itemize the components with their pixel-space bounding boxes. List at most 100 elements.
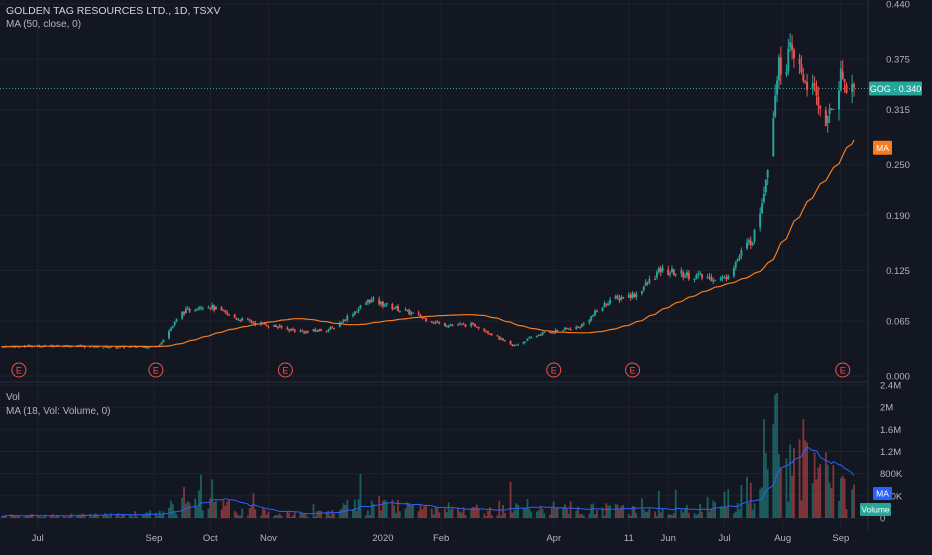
price-tick-label: 0.375 xyxy=(886,54,910,65)
volume-bar xyxy=(616,504,619,518)
candle-body xyxy=(813,83,816,86)
candle-body xyxy=(312,329,315,332)
candle-body xyxy=(826,115,829,124)
volume-bar xyxy=(333,513,336,518)
price-tick-label: 0.000 xyxy=(886,372,910,383)
volume-bar xyxy=(128,515,131,518)
candle-body xyxy=(620,297,623,300)
volume-bar xyxy=(123,514,125,518)
volume-bar xyxy=(460,512,463,518)
volume-bar xyxy=(671,515,673,518)
candle-body xyxy=(579,326,581,329)
volume-bar xyxy=(753,503,756,518)
candle-body xyxy=(168,330,171,339)
volume-bar xyxy=(79,514,82,518)
volume-ma-legend[interactable]: MA (18, Vol: Volume, 0) xyxy=(6,406,111,417)
candle-body xyxy=(687,272,690,280)
candle-body xyxy=(646,282,649,284)
volume-bar xyxy=(695,515,698,518)
candle-body xyxy=(184,308,187,314)
volume-legend[interactable]: Vol xyxy=(6,392,20,403)
volume-bar xyxy=(620,506,623,518)
volume-bar xyxy=(793,448,795,518)
volume-bar xyxy=(260,515,262,518)
candle-body xyxy=(406,309,409,311)
volume-bar xyxy=(425,505,428,518)
volume-bar xyxy=(851,489,854,518)
volume-bar xyxy=(44,514,47,518)
volume-bar xyxy=(659,512,662,518)
time-axis[interactable]: Jul Sep Oct Nov 2020 Feb Apr 11 Jun Jul Aug Sep xyxy=(32,533,850,544)
candle-body xyxy=(567,328,570,330)
candle-body xyxy=(410,312,413,315)
last-price-badge-label: GOG · 0.340 xyxy=(870,84,922,94)
volume-bar xyxy=(779,467,782,518)
candle-body xyxy=(173,321,176,325)
price-axis[interactable]: 0.440 0.375 0.315 0.250 0.190 0.125 0.065 0.000 xyxy=(886,0,910,383)
volume-bar xyxy=(747,503,750,518)
volume-bar xyxy=(791,475,793,518)
volume-bar xyxy=(68,515,71,518)
volume-bar xyxy=(798,439,801,518)
volume-bar xyxy=(200,474,202,518)
candle-body xyxy=(789,42,792,48)
volume-bar xyxy=(184,503,187,518)
symbol-title[interactable]: GOLDEN TAG RESOURCES LTD., 1D, TSXV xyxy=(6,5,221,17)
volume-bar xyxy=(246,515,249,518)
volume-bar xyxy=(342,503,345,518)
candle-body xyxy=(740,250,743,256)
volume-bar xyxy=(121,514,124,518)
time-tick-label: Feb xyxy=(433,533,449,544)
volume-bar xyxy=(306,517,309,518)
candle-body xyxy=(753,229,756,242)
volume-bar xyxy=(94,513,97,518)
volume-bar xyxy=(451,506,454,518)
volume-bar xyxy=(267,511,270,518)
price-tick-label: 0.125 xyxy=(886,266,910,277)
candle-body xyxy=(267,326,270,328)
candle-body xyxy=(214,306,217,310)
candle-body xyxy=(629,295,632,299)
volume-bar xyxy=(763,419,765,518)
volume-bar xyxy=(224,505,227,518)
volume-bar xyxy=(567,513,570,518)
volume-bar xyxy=(378,496,381,518)
ma-indicator-legend[interactable]: MA (50, close, 0) xyxy=(6,19,82,30)
candle-body xyxy=(241,318,244,321)
volume-bar xyxy=(104,513,107,518)
candle-body xyxy=(458,323,461,325)
volume-bar xyxy=(38,516,41,518)
volume-bar xyxy=(819,464,822,518)
candle-body xyxy=(792,50,795,59)
candle-body xyxy=(250,321,253,323)
candle-body xyxy=(607,304,610,306)
volume-bar xyxy=(27,515,30,518)
earnings-marker-label: E xyxy=(153,366,159,376)
price-tick-label: 0.190 xyxy=(886,211,910,222)
volume-bar xyxy=(627,513,630,518)
candle-body xyxy=(714,280,717,282)
candle-body xyxy=(196,309,199,311)
candle-body xyxy=(472,323,475,325)
volume-bar xyxy=(832,465,835,518)
candle-body xyxy=(438,322,441,324)
volume-bar xyxy=(732,513,735,518)
candle-body xyxy=(841,71,844,80)
candle-body xyxy=(644,282,647,286)
volume-bar xyxy=(607,505,610,518)
price-tick-label: 0.250 xyxy=(886,160,910,171)
candle-body xyxy=(49,344,52,346)
volume-bar xyxy=(239,515,242,518)
volume-bar xyxy=(275,514,277,518)
volume-bar xyxy=(826,464,829,518)
candle-body xyxy=(162,339,165,343)
candle-body xyxy=(106,346,109,348)
candle-body xyxy=(265,325,268,327)
earnings-marker xyxy=(148,362,164,378)
volume-bar xyxy=(372,503,375,518)
candle-body xyxy=(749,240,752,246)
volume-bar xyxy=(12,515,15,518)
